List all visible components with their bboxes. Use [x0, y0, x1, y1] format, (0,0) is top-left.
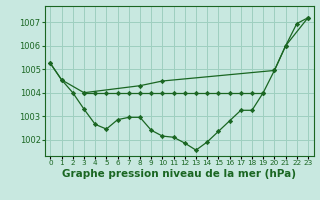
X-axis label: Graphe pression niveau de la mer (hPa): Graphe pression niveau de la mer (hPa) — [62, 169, 296, 179]
